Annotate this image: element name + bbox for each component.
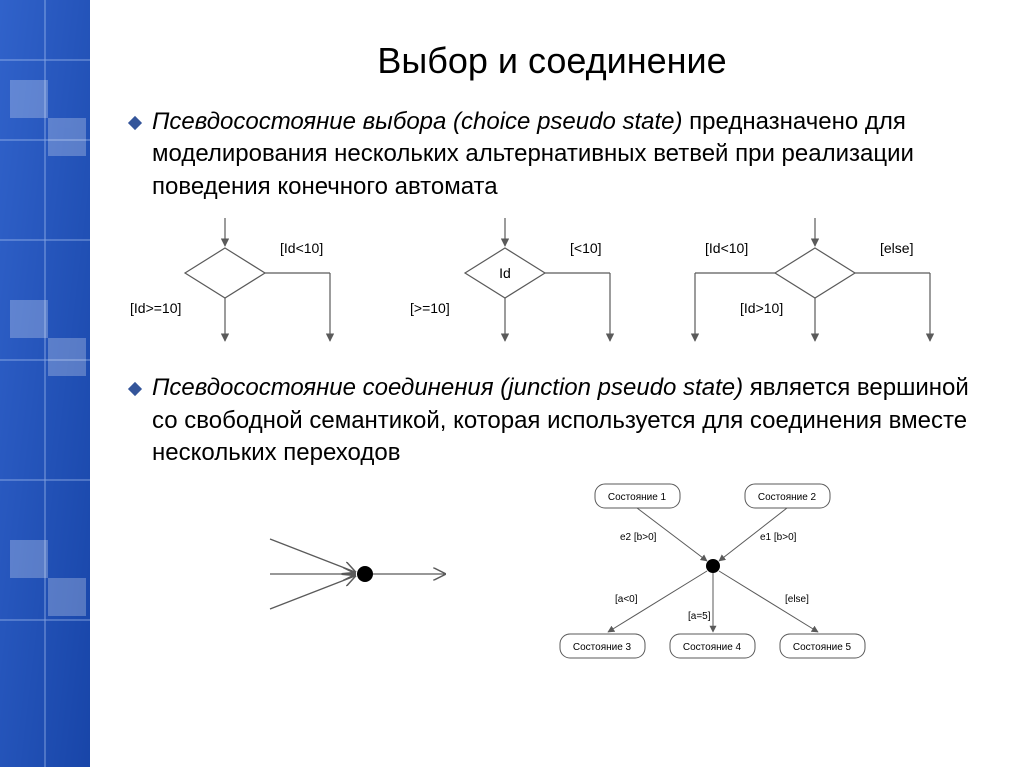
svg-text:Состояние 4: Состояние 4 — [683, 642, 742, 653]
svg-text:Состояние 1: Состояние 1 — [608, 492, 667, 503]
svg-text:e1 [b>0]: e1 [b>0] — [760, 532, 797, 543]
page-title: Выбор и соединение — [120, 40, 984, 82]
junction-diagrams-row: Состояние 1 Состояние 2 e2 [b>0] e1 [b>0… — [120, 479, 984, 674]
svg-text:Id: Id — [499, 265, 511, 281]
bullet-junction-text: Псевдосостояние соединения (junction pse… — [152, 372, 974, 469]
decorative-sidebar — [0, 0, 90, 767]
bullet-choice-text: Псевдосостояние выбора (choice pseudo st… — [152, 106, 974, 203]
choice-diagram-1: [Id<10] [Id>=10] — [130, 218, 330, 341]
svg-text:[else]: [else] — [785, 594, 809, 605]
svg-text:[<10]: [<10] — [570, 240, 602, 256]
svg-text:[Id<10]: [Id<10] — [705, 240, 748, 256]
svg-text:[Id>10]: [Id>10] — [740, 300, 783, 316]
bullet-choice: Псевдосостояние выбора (choice pseudo st… — [130, 106, 974, 203]
svg-text:e2 [b>0]: e2 [b>0] — [620, 532, 657, 543]
junction-simple-diagram — [270, 539, 445, 609]
bullet-choice-italic: Псевдосостояние выбора (choice pseudo st… — [152, 108, 683, 135]
bullet-icon — [128, 382, 142, 396]
choice-diagrams-row: [Id<10] [Id>=10] Id [<10] [>=10] — [120, 213, 984, 358]
bullet-junction-italic: Псевдосостояние соединения (junction pse… — [152, 374, 743, 401]
svg-text:[a<0]: [a<0] — [615, 594, 638, 605]
junction-states-diagram: Состояние 1 Состояние 2 e2 [b>0] e1 [b>0… — [560, 484, 865, 658]
svg-text:[else]: [else] — [880, 240, 913, 256]
svg-text:[Id>=10]: [Id>=10] — [130, 300, 181, 316]
svg-text:[a=5]: [a=5] — [688, 611, 711, 622]
svg-text:Состояние 5: Состояние 5 — [793, 642, 852, 653]
svg-text:[>=10]: [>=10] — [410, 300, 450, 316]
svg-text:Состояние 3: Состояние 3 — [573, 642, 632, 653]
choice-diagram-2: Id [<10] [>=10] — [410, 218, 610, 341]
svg-text:[Id<10]: [Id<10] — [280, 240, 323, 256]
svg-text:Состояние 2: Состояние 2 — [758, 492, 817, 503]
bullet-icon — [128, 116, 142, 130]
choice-diagram-3: [Id<10] [Id>10] [else] — [695, 218, 930, 341]
bullet-junction: Псевдосостояние соединения (junction pse… — [130, 372, 974, 469]
